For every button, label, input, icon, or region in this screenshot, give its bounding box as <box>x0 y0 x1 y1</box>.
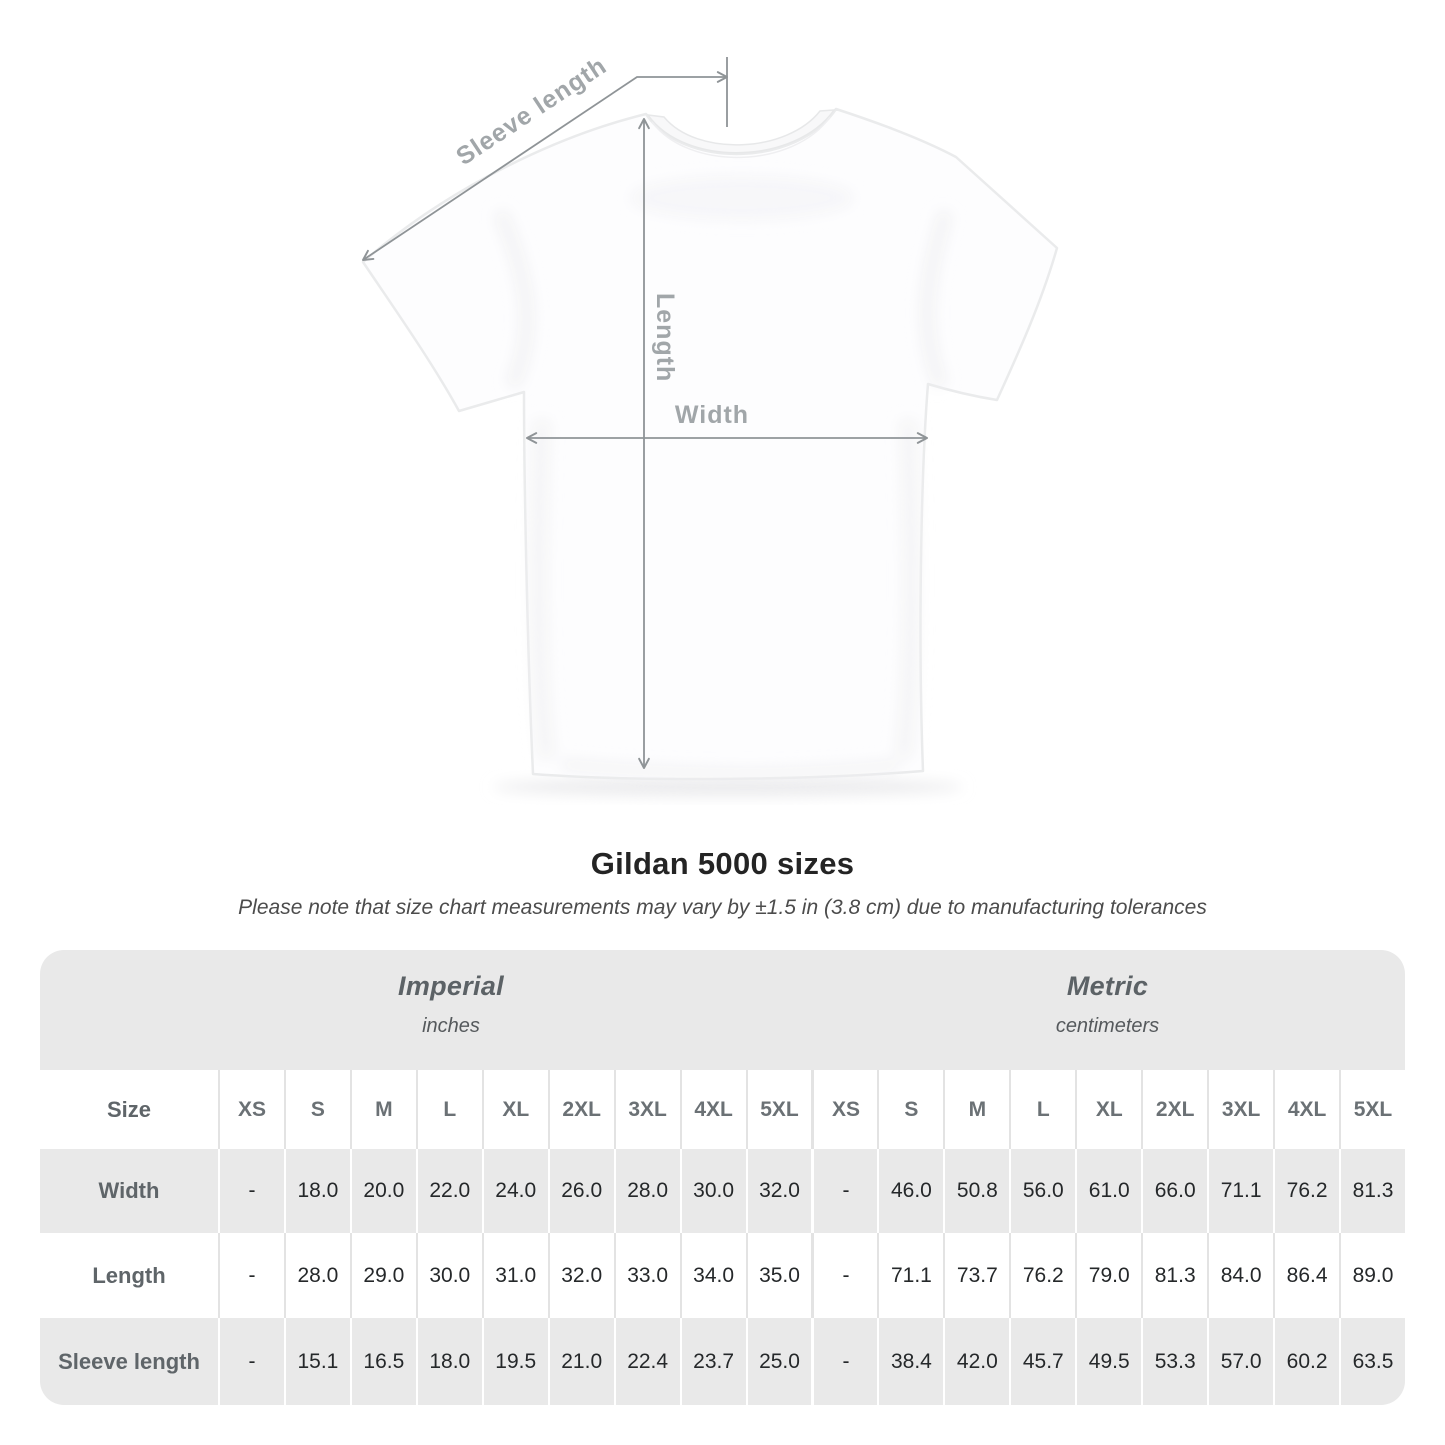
table-cell: 38.4 <box>877 1318 944 1405</box>
table-cell: 25.0 <box>745 1318 812 1405</box>
row-label: Length <box>40 1233 218 1318</box>
table-cell: 45.7 <box>1009 1318 1076 1405</box>
size-header-imperial-2: M <box>349 1070 416 1149</box>
row-label: Width <box>40 1149 218 1233</box>
table-cell: 18.0 <box>415 1318 482 1405</box>
row-label: Sleeve length <box>40 1318 218 1405</box>
metric-title: Metric <box>1066 971 1149 1001</box>
table-cell: - <box>218 1149 284 1233</box>
size-table-grid: Size XS S M L XL 2XL 3XL 4XL 5XL XS S M L XL 2XL 3XL 4XL 5… <box>40 1070 1405 1405</box>
table-cell: 81.3 <box>1141 1233 1208 1318</box>
table-cell: - <box>811 1318 878 1405</box>
measurement-lines <box>362 57 928 769</box>
table-cell: 19.5 <box>481 1318 548 1405</box>
table-cell: 76.2 <box>1273 1149 1340 1233</box>
table-cell: 66.0 <box>1141 1149 1208 1233</box>
table-cell: 30.0 <box>415 1233 482 1318</box>
table-cell: 73.7 <box>943 1233 1010 1318</box>
size-header-metric-4: XL <box>1075 1070 1142 1149</box>
size-header-imperial-1: S <box>283 1070 350 1149</box>
table-cell: 34.0 <box>679 1233 746 1318</box>
table-cell: 20.0 <box>349 1149 416 1233</box>
size-column-header: Size <box>40 1070 218 1149</box>
size-header-imperial-6: 3XL <box>613 1070 680 1149</box>
table-cell: 15.1 <box>283 1318 350 1405</box>
size-header-imperial-7: 4XL <box>679 1070 746 1149</box>
tshirt-size-diagram: Sleeve length Length Width <box>361 52 1059 796</box>
table-cell: 24.0 <box>481 1149 548 1233</box>
imperial-title: Imperial <box>398 971 504 1001</box>
sleeve-length-arrow <box>362 71 728 261</box>
table-cell: - <box>218 1318 284 1405</box>
size-header-metric-5: 2XL <box>1141 1070 1208 1149</box>
table-cell: - <box>218 1233 284 1318</box>
size-header-metric-6: 3XL <box>1207 1070 1274 1149</box>
size-header-imperial-4: XL <box>481 1070 548 1149</box>
table-header-band: Imperial inches Metric centimeters <box>40 950 1405 1070</box>
size-header-imperial-3: L <box>415 1070 482 1149</box>
table-cell: 26.0 <box>547 1149 614 1233</box>
table-cell: 30.0 <box>679 1149 746 1233</box>
table-cell: 71.1 <box>877 1233 944 1318</box>
size-table: Imperial inches Metric centimeters Size X… <box>40 950 1405 1405</box>
table-cell: 60.2 <box>1273 1318 1340 1405</box>
table-cell: 81.3 <box>1339 1149 1405 1233</box>
shirt-ground-shadow <box>493 778 963 796</box>
table-cell: 71.1 <box>1207 1149 1274 1233</box>
table-cell: 22.4 <box>613 1318 680 1405</box>
tolerance-note: Please note that size chart measurements… <box>238 896 1207 919</box>
table-cell: 61.0 <box>1075 1149 1142 1233</box>
size-header-metric-7: 4XL <box>1273 1070 1340 1149</box>
width-label: Width <box>675 401 749 429</box>
size-header-metric-1: S <box>877 1070 944 1149</box>
size-header-imperial-5: 2XL <box>547 1070 614 1149</box>
metric-unit: centimeters <box>1055 1015 1160 1037</box>
table-cell: 57.0 <box>1207 1318 1274 1405</box>
table-cell: 18.0 <box>283 1149 350 1233</box>
table-cell: 32.0 <box>547 1233 614 1318</box>
table-cell: 42.0 <box>943 1318 1010 1405</box>
table-cell: 53.3 <box>1141 1318 1208 1405</box>
table-cell: 29.0 <box>349 1233 416 1318</box>
table-cell: 28.0 <box>613 1149 680 1233</box>
table-cell: 56.0 <box>1009 1149 1076 1233</box>
table-cell: - <box>811 1233 878 1318</box>
table-cell: 86.4 <box>1273 1233 1340 1318</box>
table-cell: 46.0 <box>877 1149 944 1233</box>
table-cell: 21.0 <box>547 1318 614 1405</box>
metric-group-header: Metric centimeters <box>810 971 1405 1038</box>
table-cell: 89.0 <box>1339 1233 1405 1318</box>
table-cell: - <box>811 1149 878 1233</box>
imperial-unit: inches <box>422 1015 480 1037</box>
table-cell: 35.0 <box>745 1233 812 1318</box>
table-cell: 22.0 <box>415 1149 482 1233</box>
table-cell: 31.0 <box>481 1233 548 1318</box>
table-cell: 50.8 <box>943 1149 1010 1233</box>
table-cell: 33.0 <box>613 1233 680 1318</box>
table-cell: 23.7 <box>679 1318 746 1405</box>
table-cell: 76.2 <box>1009 1233 1076 1318</box>
size-header-metric-2: M <box>943 1070 1010 1149</box>
size-header-metric-0: XS <box>811 1070 878 1149</box>
size-header-metric-8: 5XL <box>1339 1070 1405 1149</box>
table-cell: 28.0 <box>283 1233 350 1318</box>
table-cell: 63.5 <box>1339 1318 1405 1405</box>
table-cell: 49.5 <box>1075 1318 1142 1405</box>
table-cell: 79.0 <box>1075 1233 1142 1318</box>
length-label: Length <box>651 293 679 382</box>
size-header-metric-3: L <box>1009 1070 1076 1149</box>
size-header-imperial-0: XS <box>218 1070 284 1149</box>
table-cell: 32.0 <box>745 1149 812 1233</box>
imperial-group-header: Imperial inches <box>40 971 862 1038</box>
size-header-imperial-8: 5XL <box>745 1070 812 1149</box>
page-title: Gildan 5000 sizes <box>590 846 855 881</box>
table-cell: 84.0 <box>1207 1233 1274 1318</box>
table-cell: 16.5 <box>349 1318 416 1405</box>
